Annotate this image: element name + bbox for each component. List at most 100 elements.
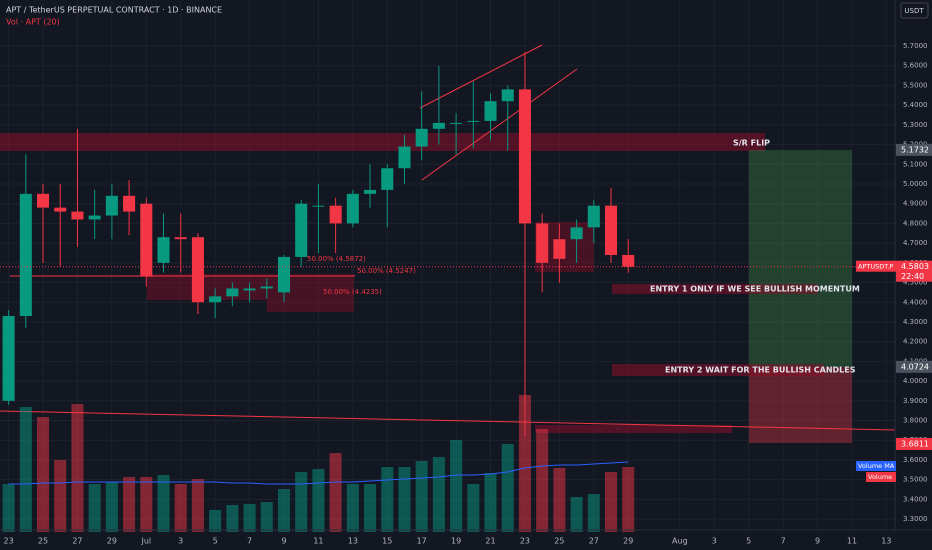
currency-box[interactable] <box>900 2 929 19</box>
volume-bar <box>364 484 377 532</box>
fib-zone <box>267 300 354 312</box>
price-tag-label: 3.6811 <box>901 439 929 448</box>
volume-bar <box>536 429 549 532</box>
candle-body <box>329 205 342 224</box>
candle-body <box>277 256 291 293</box>
symbol-tag <box>856 260 896 272</box>
x-tick-label: 11 <box>313 537 323 546</box>
candle-body <box>604 205 618 255</box>
candle-body <box>54 207 67 212</box>
y-tick-label: 4.8000 <box>903 219 928 227</box>
volume-bar <box>398 467 411 532</box>
x-tick-label: Jul <box>140 537 151 546</box>
y-tick-label: 4.4000 <box>903 298 928 306</box>
x-tick-label: 19 <box>451 537 461 546</box>
volume-bar <box>312 469 325 532</box>
x-tick-label: 11 <box>847 537 857 546</box>
y-tick-label: 4.3000 <box>903 318 928 326</box>
volume-bar <box>553 468 566 532</box>
x-tick-label: 29 <box>107 537 117 546</box>
y-tick-label: 4.5000 <box>903 279 928 287</box>
stop-zone <box>749 367 852 443</box>
target-zone <box>749 150 852 367</box>
fib-label: 50.00% (4.5872) <box>307 255 366 263</box>
legend-label: Volume <box>868 473 892 481</box>
candle-body <box>570 227 583 240</box>
volume-bar <box>2 484 15 532</box>
symbol-label: APTUSDT.P <box>858 263 893 271</box>
marks <box>0 51 895 532</box>
candle-body <box>346 193 359 224</box>
x-tick-label: 23 <box>4 537 14 546</box>
candle-body <box>123 195 136 212</box>
candle-body <box>243 288 256 291</box>
y-tick-label: 5.7000 <box>903 42 928 50</box>
candle-body <box>312 205 325 207</box>
chart-title: APT / TetherUS PERPETUAL CONTRACT · 1D ·… <box>6 6 222 15</box>
y-tick-label: 3.8000 <box>903 417 928 425</box>
volume-bar <box>295 472 308 532</box>
price-tag-label: 4.0724 <box>901 362 929 371</box>
legend-label: Volume MA <box>858 462 895 470</box>
x-tick-label: 13 <box>881 537 891 546</box>
candle-body <box>174 237 187 240</box>
candle-body <box>381 168 394 190</box>
x-tick-label: 5 <box>746 537 751 546</box>
entry-zone <box>612 364 824 376</box>
volume-bar <box>37 417 50 532</box>
volume-bar <box>484 473 497 532</box>
volume-bar <box>277 489 291 532</box>
y-tick-label: 4.9000 <box>903 200 928 208</box>
y-tick-label: 5.6000 <box>903 62 928 70</box>
volume-bar <box>54 460 67 532</box>
candle-body <box>295 203 308 257</box>
volume-bar <box>191 479 204 532</box>
candle-body <box>191 237 204 303</box>
volume-bar <box>71 404 84 532</box>
candle-body <box>209 296 222 303</box>
volume-bar <box>432 457 445 532</box>
y-tick-label: 4.2000 <box>903 338 928 346</box>
y-tick-label: 5.1000 <box>903 160 928 168</box>
candle-body <box>226 288 239 297</box>
volume-bar <box>622 467 635 532</box>
annotation: ENTRY 2 WAIT FOR THE BULLISH CANDLES <box>665 366 856 375</box>
x-tick-label: 25 <box>554 537 564 546</box>
price-tag <box>896 360 932 373</box>
volume-ma-line <box>8 461 629 485</box>
trend-line <box>421 68 578 181</box>
price-tag-label: 4.5803 <box>901 262 929 271</box>
y-tick-label: 5.0000 <box>903 180 928 188</box>
trend-line <box>419 44 543 109</box>
x-tick-label: 7 <box>781 537 786 546</box>
volume-bar <box>157 475 170 532</box>
y-tick-label: 3.9000 <box>903 397 928 405</box>
x-tick-label: 13 <box>348 537 358 546</box>
volume-bar <box>518 395 531 532</box>
volume-bar <box>450 440 463 532</box>
candle-body <box>105 195 118 216</box>
volume-bar <box>260 502 273 532</box>
candle-body <box>415 128 428 147</box>
volume-bar <box>415 461 428 532</box>
x-tick-label: 27 <box>589 537 599 546</box>
volume-bar <box>174 484 187 532</box>
volume-bar <box>243 504 256 532</box>
annotation: S/R FLIP <box>733 139 770 148</box>
candle-body <box>260 286 273 289</box>
price-tag <box>896 260 932 282</box>
legend-tag <box>856 461 896 471</box>
y-tick-label: 5.3000 <box>903 121 928 129</box>
volume-bar <box>123 477 136 532</box>
sr-zone <box>0 133 765 151</box>
price-tag <box>896 143 932 156</box>
demand-zone <box>535 425 732 433</box>
candle-body <box>553 239 566 259</box>
candle-body <box>2 316 15 401</box>
x-tick-label: 5 <box>213 537 218 546</box>
x-tick-label: 3 <box>178 537 183 546</box>
volume-bar <box>88 484 101 532</box>
candle-body <box>157 237 170 263</box>
volume-bar <box>346 484 359 532</box>
currency[interactable]: USDT <box>904 7 924 15</box>
